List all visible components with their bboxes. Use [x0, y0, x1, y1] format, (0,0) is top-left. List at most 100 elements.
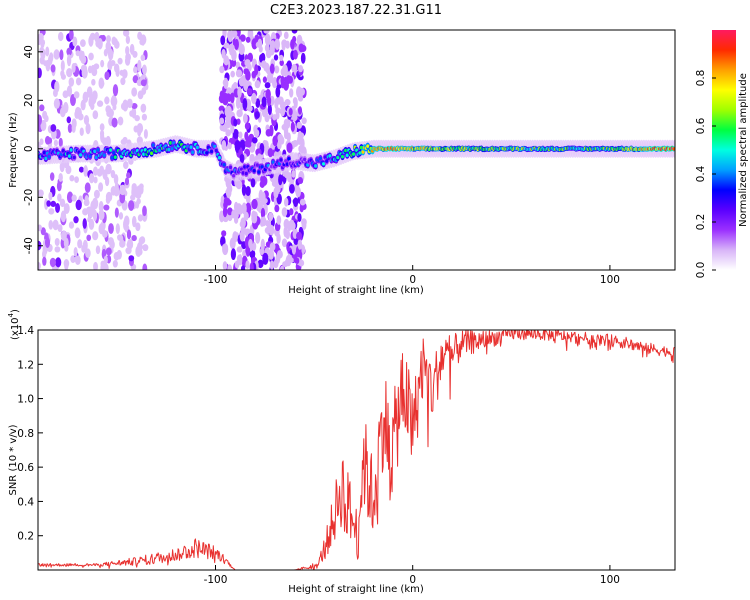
spectrogram-noise-cell: [79, 39, 86, 47]
x-tick-label: -100: [204, 274, 228, 286]
spectrogram-noise-cell: [137, 90, 144, 100]
spectrogram-noise-cell: [296, 34, 303, 46]
spectrogram-noise-cell: [50, 124, 57, 132]
spectrogram-noise-cell: [49, 257, 57, 268]
spectrogram-noise-cell: [73, 91, 80, 99]
spectrogram-noise-cell: [253, 129, 260, 138]
y-tick-label: 1.2: [17, 359, 34, 371]
spectrogram-ridge-cell: [672, 147, 675, 151]
spectrogram-noise-cell: [48, 208, 55, 215]
spectrogram-noise-cell: [225, 93, 231, 101]
spectrogram-ridge-cell: [255, 163, 259, 167]
spectrogram-noise-cell: [126, 229, 132, 240]
spectrogram-noise-cell: [67, 123, 73, 134]
spectrogram-noise-cell: [289, 208, 294, 216]
spectrogram-noise-cell: [53, 98, 60, 109]
spectrogram-noise-cell: [92, 110, 99, 120]
spectrogram-noise-cell: [80, 99, 86, 111]
y-tick-label: 0.4: [17, 496, 34, 508]
spectrogram-noise-cell: [115, 223, 120, 235]
spectrogram-noise-cell: [266, 95, 272, 107]
spectrogram-noise-cell: [246, 88, 253, 96]
spectrogram-noise-cell: [222, 92, 228, 103]
spectrogram-noise-cell: [49, 172, 55, 181]
spectrogram-noise-cell: [301, 117, 307, 125]
spectrogram-noise-cell: [98, 182, 104, 192]
snr-multiplier-exponent: 4: [7, 312, 15, 317]
spectrogram-ridge-cell: [321, 162, 326, 166]
spectrogram-noise-cell: [80, 64, 88, 73]
spectrogram-noise-cell: [286, 132, 291, 142]
spectrogram-noise-cell: [55, 257, 62, 268]
spectrogram-noise-cell: [285, 229, 291, 240]
spectrogram-noise-cell: [90, 200, 96, 213]
spectrogram-noise-cell: [286, 60, 292, 71]
spectrogram-noise-cell: [42, 249, 47, 259]
spectrogram-ridge-cell: [287, 156, 291, 161]
spectrogram-noise-cell: [244, 139, 250, 148]
spectrogram-noise-cell: [234, 38, 239, 50]
spectrogram-ridge-cell: [142, 152, 146, 156]
spectrogram-noise-cell: [243, 79, 249, 92]
x-tick-label: 0: [409, 274, 416, 286]
spectrogram-noise-cell: [122, 136, 128, 144]
spectrogram-noise-cell: [109, 239, 115, 250]
spectrogram-noise-cell: [59, 198, 66, 208]
spectrogram-noise-cell: [125, 247, 132, 255]
spectrogram-ridge-cell: [112, 150, 116, 155]
spectrogram-noise-cell: [137, 126, 142, 137]
spectrogram-noise-cell: [274, 38, 281, 51]
spectrogram-noise-cell: [54, 237, 60, 247]
spectrogram-ridge-cell: [314, 164, 318, 168]
spectrogram-noise-cell: [66, 85, 73, 97]
spectrogram-noise-cell: [298, 65, 304, 73]
spectrogram-noise-cell: [114, 207, 119, 218]
spectrogram-noise-cell: [63, 237, 69, 249]
spectrogram-noise-cell: [68, 30, 74, 41]
spectrogram-noise-cell: [63, 101, 69, 114]
spectrogram-noise-cell: [268, 224, 275, 236]
spectrogram-ridge-cell: [96, 148, 100, 152]
spectrogram-noise-cell: [119, 184, 126, 196]
spectrogram-noise-cell: [288, 108, 293, 116]
spectrogram-noise-cell: [227, 142, 232, 150]
spectrogram-noise-cell: [298, 43, 304, 53]
spectrogram-noise-cell: [276, 233, 281, 244]
spectrogram-noise-cell: [104, 71, 110, 80]
spectrogram-noise-cell: [254, 80, 261, 89]
spectrogram-noise-cell: [50, 200, 57, 208]
y-tick-label: 1.4: [17, 325, 34, 337]
spectrogram-noise-cell: [248, 238, 253, 249]
snr-frame: [37, 329, 676, 571]
spectrogram-noise-cell: [273, 54, 279, 61]
spectrogram-ridge-cell: [344, 148, 348, 153]
spectrogram-noise-cell: [119, 239, 126, 248]
spectrogram-noise-cell: [264, 82, 271, 89]
spectrogram-ridge-cell: [72, 155, 76, 160]
spectrogram-noise-cell: [225, 186, 232, 199]
spectrogram-noise-cell: [255, 231, 261, 244]
spectrogram-noise-cell: [241, 202, 247, 215]
spectrogram-noise-cell: [245, 185, 251, 197]
spectrogram-noise-cell: [55, 202, 61, 214]
spectrogram-noise-cell: [131, 235, 137, 242]
spectrogram-noise-cell: [219, 117, 225, 125]
spectrogram-noise-cell: [74, 255, 81, 266]
spectrogram-noise-cell: [280, 105, 286, 117]
spectrogram-ridge-cell: [303, 157, 307, 162]
spectrogram-noise-cell: [297, 239, 303, 250]
spectrogram-noise-cell: [236, 109, 243, 118]
spectrogram-noise-cell: [220, 195, 225, 205]
spectrogram-noise-cell: [279, 265, 285, 270]
colorbar-gradient: [712, 30, 736, 270]
spectrogram-noise-cell: [97, 38, 103, 50]
spectrogram-noise-cell: [285, 40, 290, 49]
spectrogram-noise-cell: [59, 49, 64, 61]
spectrogram-noise-cell: [138, 248, 143, 256]
spectrogram-noise-cell: [117, 116, 124, 126]
spectrogram-noise-cell: [40, 39, 46, 46]
spectrogram-noise-cell: [110, 169, 116, 179]
spectrogram-noise-cell: [231, 209, 237, 219]
spectrogram-noise-cell: [261, 96, 267, 108]
